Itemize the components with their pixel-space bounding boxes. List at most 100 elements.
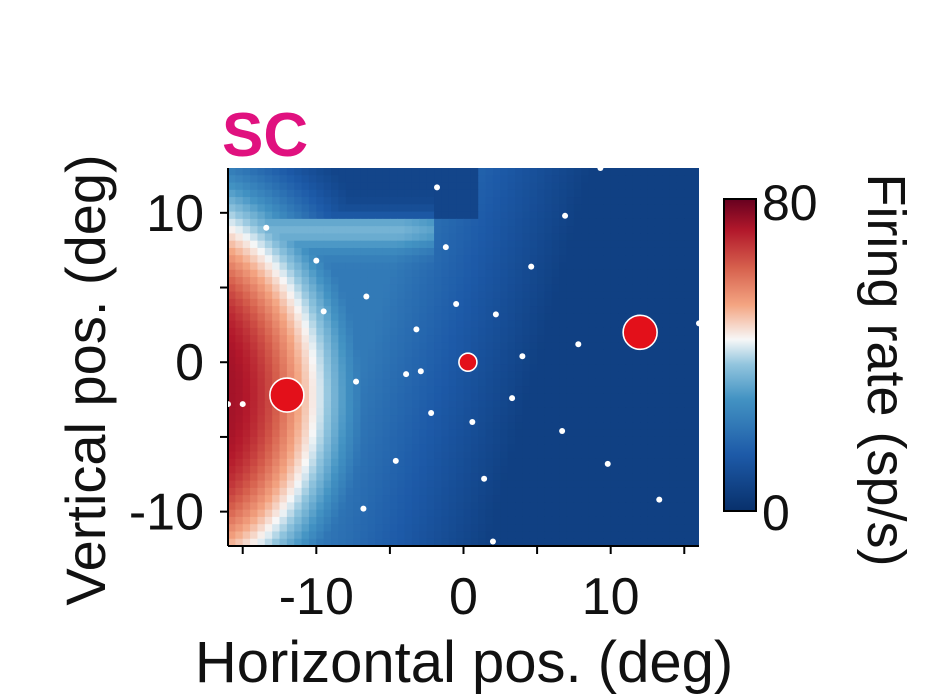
heatmap-cell <box>507 197 516 205</box>
heatmap-cell <box>529 255 538 264</box>
heatmap-cell <box>242 240 251 249</box>
heatmap-cell <box>367 226 376 235</box>
heatmap-cell <box>610 509 619 518</box>
heatmap-cell <box>345 466 354 474</box>
heatmap-cell <box>691 400 699 409</box>
heatmap-cell <box>618 226 627 235</box>
heatmap-cell <box>294 313 303 322</box>
heatmap-cell <box>345 415 354 424</box>
heatmap-cell <box>463 538 472 546</box>
heatmap-cell <box>228 502 236 511</box>
heatmap-cell <box>544 182 553 191</box>
heatmap-cell <box>691 313 699 322</box>
heatmap-cell <box>242 400 251 409</box>
heatmap-cell <box>647 211 656 220</box>
heatmap-cell <box>294 495 303 503</box>
heatmap-cell <box>323 509 332 518</box>
heatmap-cell <box>625 415 634 424</box>
heatmap-cell <box>411 429 420 438</box>
heatmap-cell <box>603 168 612 176</box>
heatmap-cell <box>559 357 568 365</box>
heatmap-cell <box>250 233 259 242</box>
heatmap-cell <box>492 415 501 424</box>
heatmap-cell <box>662 327 671 336</box>
x-tick-label: -10 <box>279 568 354 626</box>
heatmap-cell <box>316 458 325 467</box>
heatmap-cell <box>573 378 582 387</box>
heatmap-cell <box>478 538 487 546</box>
heatmap-cell <box>529 189 538 198</box>
heatmap-cell <box>235 349 244 358</box>
heatmap-cell <box>397 189 406 198</box>
heatmap-cell <box>485 444 494 453</box>
heatmap-cell <box>691 204 699 213</box>
heatmap-cell <box>434 458 443 467</box>
heatmap-cell <box>537 320 546 329</box>
heatmap-cell <box>331 451 339 460</box>
heatmap-cell <box>331 364 339 373</box>
heatmap-cell <box>544 218 553 227</box>
heatmap-cell <box>559 218 568 227</box>
heatmap-cell <box>411 466 420 474</box>
heatmap-cell <box>500 189 509 198</box>
heatmap-cell <box>434 175 443 184</box>
heatmap-cell <box>448 473 457 482</box>
heatmap-cell <box>603 531 612 540</box>
heatmap-cell <box>419 204 428 213</box>
heatmap-cell <box>272 327 281 336</box>
heatmap-cell <box>515 320 523 329</box>
heatmap-cell <box>331 226 339 235</box>
heatmap-cell <box>566 182 575 191</box>
heatmap-cell <box>500 487 509 496</box>
heatmap-cell <box>669 175 678 184</box>
heatmap-cell <box>257 298 266 307</box>
heatmap-cell <box>625 269 634 278</box>
heatmap-cell <box>448 269 457 278</box>
heatmap-cell <box>654 458 663 467</box>
heatmap-cell <box>625 349 634 358</box>
heatmap-cell <box>492 298 501 307</box>
heatmap-cell <box>323 451 332 460</box>
heatmap-cell <box>360 466 369 474</box>
heatmap-cell <box>485 291 494 300</box>
heatmap-cell <box>331 247 339 256</box>
heatmap-cell <box>360 509 369 518</box>
heatmap-cell <box>316 182 325 191</box>
heatmap-cell <box>470 197 479 205</box>
heatmap-cell <box>441 313 450 322</box>
heatmap-cell <box>610 393 619 402</box>
heatmap-cell <box>559 226 568 235</box>
heatmap-cell <box>367 378 376 387</box>
heatmap-cell <box>448 531 457 540</box>
heatmap-cell <box>529 393 538 402</box>
heatmap-cell <box>264 262 273 271</box>
heatmap-cell <box>573 444 582 453</box>
heatmap-cell <box>669 509 678 518</box>
heatmap-cell <box>559 327 568 336</box>
heatmap-cell <box>507 182 516 191</box>
heatmap-cell <box>684 415 693 424</box>
heatmap-cell <box>235 226 244 235</box>
heatmap-cell <box>492 226 501 235</box>
heatmap-cell <box>382 204 391 213</box>
heatmap-cell <box>478 386 487 394</box>
heatmap-cell <box>434 255 443 264</box>
heatmap-cell <box>448 175 457 184</box>
heatmap-cell <box>242 247 251 256</box>
heatmap-cell <box>272 349 281 358</box>
x-ticks: -10 0 10 <box>241 546 686 626</box>
heatmap-cell <box>301 240 310 249</box>
heatmap-cell <box>485 531 494 540</box>
heatmap-cell <box>448 313 457 322</box>
heatmap-cell <box>426 495 435 503</box>
heatmap-cell <box>588 284 597 293</box>
heatmap-cell <box>618 466 627 474</box>
heatmap-cell <box>411 335 420 344</box>
heatmap-cell <box>625 451 634 460</box>
heatmap-cell <box>507 495 516 503</box>
heatmap-cell <box>316 204 325 213</box>
heatmap-cell <box>463 298 472 307</box>
heatmap-cell <box>272 422 281 431</box>
heatmap-cell <box>397 524 406 533</box>
heatmap-cell <box>500 451 509 460</box>
